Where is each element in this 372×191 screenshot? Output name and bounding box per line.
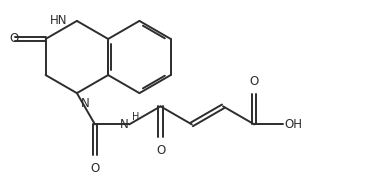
Text: HN: HN: [50, 14, 67, 27]
Text: O: O: [9, 32, 19, 45]
Text: OH: OH: [284, 118, 302, 131]
Text: N: N: [119, 118, 128, 131]
Text: H: H: [132, 112, 140, 122]
Text: O: O: [156, 144, 165, 157]
Text: O: O: [90, 162, 100, 175]
Text: N: N: [81, 97, 89, 110]
Text: O: O: [250, 75, 259, 88]
